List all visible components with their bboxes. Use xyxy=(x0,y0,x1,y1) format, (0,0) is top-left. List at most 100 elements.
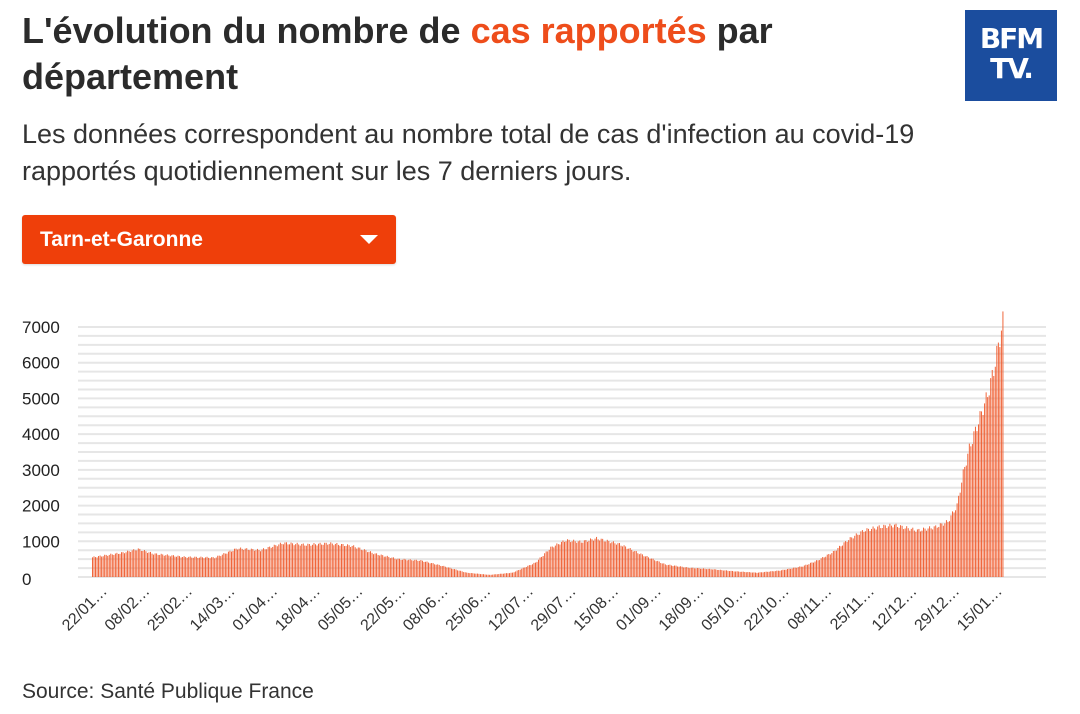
x-tick-label: 08/11… xyxy=(785,583,836,634)
data-bar xyxy=(449,567,451,577)
data-bar xyxy=(864,531,866,577)
data-bar xyxy=(347,544,349,577)
data-bar xyxy=(169,556,171,577)
data-bar xyxy=(472,573,474,577)
data-bar xyxy=(663,563,665,577)
data-bar xyxy=(330,542,332,577)
data-bar xyxy=(588,540,590,577)
data-bar xyxy=(208,557,210,577)
data-bar xyxy=(264,549,266,577)
data-bar xyxy=(281,543,283,577)
data-bar xyxy=(611,542,613,577)
data-bar xyxy=(779,570,781,577)
data-bar xyxy=(475,573,477,577)
data-bar xyxy=(626,548,628,577)
data-bar xyxy=(525,567,527,577)
data-bar xyxy=(635,551,637,577)
data-bar xyxy=(151,553,153,577)
data-bar xyxy=(409,559,411,577)
data-bar xyxy=(313,543,315,577)
data-bar xyxy=(628,548,630,577)
data-bar xyxy=(321,544,323,577)
data-bar xyxy=(95,557,96,577)
data-bar xyxy=(260,551,261,577)
data-bar xyxy=(953,512,955,577)
x-tick-label: 29/12… xyxy=(912,583,964,635)
data-bar xyxy=(339,545,341,577)
data-bar xyxy=(906,526,908,577)
data-bar xyxy=(652,558,654,577)
data-bar xyxy=(571,541,573,577)
data-bar xyxy=(226,553,228,577)
data-bar xyxy=(796,567,798,577)
data-bar xyxy=(142,550,144,577)
data-bar xyxy=(868,528,869,577)
data-bar xyxy=(253,550,255,577)
data-bar xyxy=(637,553,639,577)
data-bar xyxy=(877,526,879,577)
data-bar xyxy=(872,526,874,577)
data-bar xyxy=(258,550,260,577)
data-bar xyxy=(156,553,158,577)
data-bar xyxy=(116,552,118,577)
data-bar xyxy=(197,558,199,577)
data-bar xyxy=(712,569,714,577)
data-bar xyxy=(936,527,938,577)
data-bar xyxy=(967,453,969,577)
data-bar xyxy=(304,545,306,577)
caret-down-icon xyxy=(360,235,378,244)
data-bar xyxy=(476,573,478,577)
data-bar xyxy=(382,555,384,577)
data-bar xyxy=(457,570,459,577)
data-bar xyxy=(693,568,695,577)
data-bar xyxy=(414,559,416,577)
data-bar xyxy=(255,550,257,577)
data-bar xyxy=(976,431,978,577)
data-bar xyxy=(229,550,231,577)
data-bar xyxy=(542,556,544,577)
data-bar xyxy=(927,528,929,577)
data-bar xyxy=(127,550,129,577)
data-bar xyxy=(383,556,385,577)
data-bar xyxy=(336,542,338,577)
x-tick-label: 25/11… xyxy=(827,583,878,634)
department-select[interactable]: Tarn-et-Garonne xyxy=(22,215,396,264)
data-bar xyxy=(377,555,379,577)
data-bar xyxy=(756,572,758,577)
data-bar xyxy=(852,538,854,577)
data-bar xyxy=(684,567,686,577)
data-bar xyxy=(528,565,530,577)
data-bar xyxy=(206,556,208,577)
data-bar xyxy=(117,553,119,577)
data-bar xyxy=(736,571,738,577)
data-bar xyxy=(231,551,232,577)
data-bar xyxy=(944,523,946,577)
data-bar xyxy=(664,564,666,577)
data-bar xyxy=(376,553,378,577)
data-bar xyxy=(350,547,352,577)
data-bar xyxy=(574,541,576,577)
data-bar xyxy=(403,558,405,577)
data-bar xyxy=(507,573,509,577)
data-bar xyxy=(950,515,952,577)
data-bar xyxy=(137,548,139,577)
data-bar xyxy=(370,551,371,577)
data-bar xyxy=(802,566,804,577)
data-bar xyxy=(484,574,486,577)
data-bar xyxy=(470,573,472,577)
data-bar xyxy=(929,526,931,577)
data-bar xyxy=(153,554,155,577)
data-bar xyxy=(238,548,240,577)
data-bar xyxy=(704,568,706,577)
data-bar xyxy=(362,550,364,577)
data-bar xyxy=(605,541,607,577)
data-bar xyxy=(328,543,330,577)
data-bar xyxy=(425,561,426,577)
data-bar xyxy=(171,555,173,577)
data-bar xyxy=(496,574,498,577)
data-bar xyxy=(835,550,837,577)
data-bar xyxy=(623,545,625,577)
data-bar xyxy=(263,548,265,577)
data-bar xyxy=(315,544,316,577)
data-bar xyxy=(897,526,898,577)
